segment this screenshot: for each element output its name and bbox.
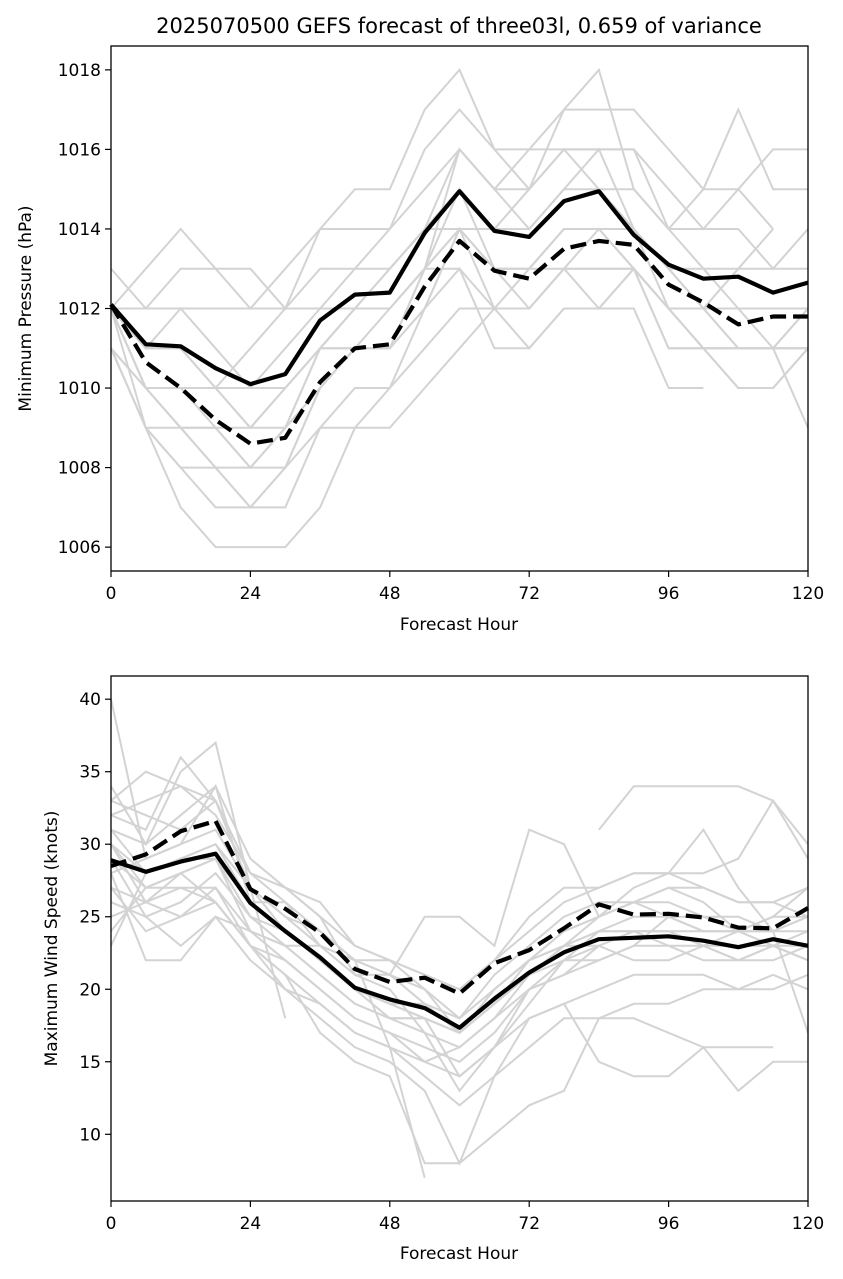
pressure-member-line-13 [110,266,704,509]
pressure-mean-lines [109,189,809,446]
pressure-y-tick-label: 1018 [58,61,101,81]
wind-member-line-21 [110,785,809,1179]
pressure-y-tick-label: 1012 [58,300,101,320]
pressure-x-tick-label: 0 [106,584,117,604]
wind-plot-frame [110,675,809,1202]
wind-x-tick-label: 120 [792,1214,824,1234]
wind-x-tick-label: 96 [658,1214,680,1234]
wind-mean-lines [110,818,810,1030]
wind-member-line-19 [110,827,809,1034]
pressure-x-ticks: 0 24 48 72 96 120 [106,571,824,604]
pressure-x-tick-label: 72 [518,584,540,604]
pressure-x-tick-label: 24 [240,584,262,604]
wind-y-tick-label: 30 [79,835,101,855]
wind-solid-mean-line [110,851,809,1030]
pressure-y-tick-label: 1016 [58,140,101,160]
wind-dashed-mean-line [110,818,810,996]
pressure-y-axis-label: Minimum Pressure (hPa) [16,205,36,411]
wind-x-tick-label: 48 [379,1214,401,1234]
pressure-x-axis-label: Forecast Hour [400,615,518,635]
wind-y-tick-label: 10 [79,1125,101,1145]
wind-x-axis-label: Forecast Hour [400,1244,518,1264]
pressure-y-tick-label: 1008 [58,459,101,479]
figure-title: 2025070500 GEFS forecast of three03l, 0.… [156,14,762,38]
pressure-y-ticks: 1006 1008 1010 1012 1014 1016 1018 [58,61,111,558]
wind-member-line-17 [110,886,808,1093]
pressure-solid-mean-line [109,189,809,387]
wind-member-lines [110,698,809,1179]
pressure-dashed-mean-line [109,238,808,446]
pressure-member-line-14 [110,267,809,509]
wind-y-tick-label: 15 [79,1053,101,1073]
wind-y-axis-label: Maximum Wind Speed (knots) [42,811,62,1067]
wind-y-tick-label: 40 [79,690,101,710]
wind-x-ticks: 0 24 48 72 96 120 [106,1201,824,1234]
pressure-y-tick-label: 1006 [58,538,101,558]
wind-member-line-13 [110,886,809,1063]
pressure-x-tick-label: 120 [792,584,824,604]
pressure-member-line-3 [110,67,808,311]
wind-x-tick-label: 0 [106,1214,117,1234]
wind-y-ticks: 10 15 20 25 30 35 40 [79,690,111,1145]
pressure-panel: 2025070500 GEFS forecast of three03l, 0.… [16,14,824,635]
pressure-member-line-2 [111,108,808,311]
pressure-y-tick-label: 1010 [58,379,101,399]
wind-y-tick-label: 20 [79,980,101,1000]
pressure-member-line-16 [110,148,774,470]
wind-member-line-18 [110,785,809,991]
wind-y-tick-label: 25 [79,908,101,928]
pressure-x-tick-label: 48 [379,584,401,604]
wind-member-line-9 [110,872,809,1063]
wind-x-tick-label: 72 [518,1214,540,1234]
wind-y-tick-label: 35 [79,763,101,783]
pressure-y-tick-label: 1014 [58,220,101,240]
wind-panel: 0 24 48 72 96 120 10 15 20 25 30 35 40 Forecast Hou… [42,675,824,1264]
wind-x-tick-label: 24 [240,1214,262,1234]
pressure-x-tick-label: 96 [658,584,680,604]
